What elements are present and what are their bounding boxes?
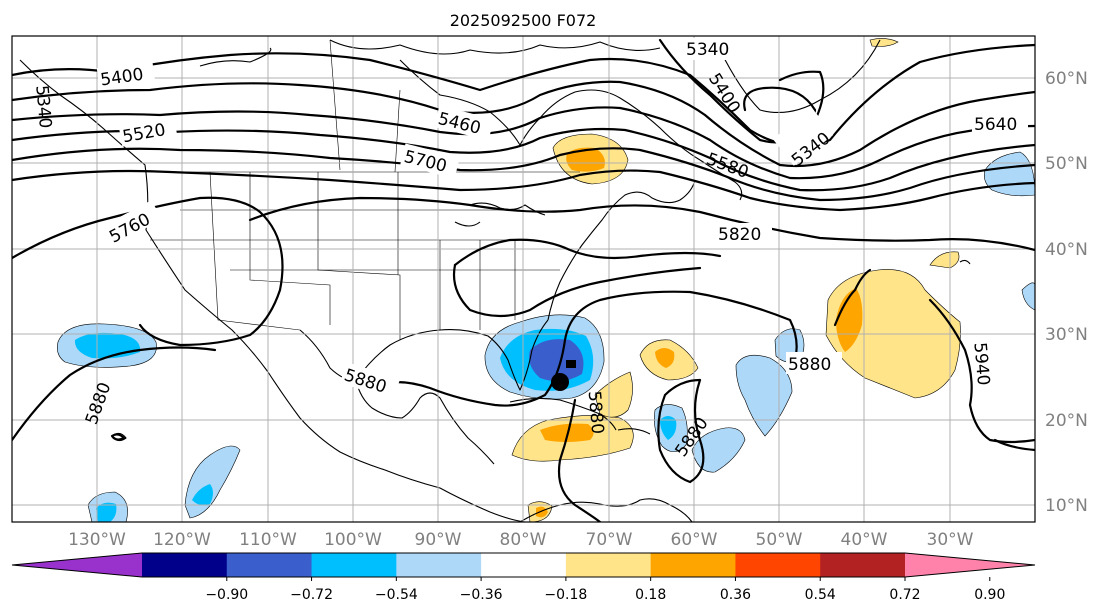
colorbar-extend-high — [905, 553, 1035, 577]
lon-label: 60°W — [671, 530, 718, 550]
colorbar-tick-label: −0.72 — [290, 587, 333, 603]
colorbar-segment — [396, 553, 482, 577]
colorbar-segment — [311, 553, 397, 577]
colorbar-tick-label: −0.36 — [460, 587, 503, 603]
colorbar-segment — [650, 553, 736, 577]
colorbar-tick-label: 0.72 — [889, 587, 920, 603]
map-frame — [11, 35, 1036, 523]
storm-center-marker — [551, 373, 569, 391]
lat-label: 50°N — [1045, 154, 1088, 174]
colorbar-tick-label: 0.54 — [805, 587, 836, 603]
colorbar-segment — [735, 553, 821, 577]
lon-label: 40°W — [841, 530, 888, 550]
map-title: 2025092500 F072 — [450, 11, 597, 30]
colorbar-segment — [481, 553, 567, 577]
state-borders — [148, 39, 580, 340]
lon-label: 110°W — [239, 530, 297, 550]
lat-label: 40°N — [1045, 240, 1088, 260]
colorbar-outline — [11, 552, 1036, 578]
colorbar: −0.90 −0.72 −0.54 −0.36 −0.18 0.18 0.36 0.54 0.7… — [11, 552, 1036, 603]
map-area — [12, 36, 1035, 522]
contour-label: 5880 — [584, 390, 608, 435]
anomaly-shading — [57, 38, 1035, 522]
colorbar-segment — [142, 553, 228, 577]
contour-label: 5880 — [788, 355, 831, 375]
contour-label: 5340 — [686, 40, 729, 60]
colorbar-extend-low — [12, 553, 142, 577]
contour-label: 5820 — [718, 225, 761, 245]
contour-label: 5340 — [31, 84, 55, 129]
colorbar-tick-label: −0.18 — [544, 587, 587, 603]
colorbar-segment — [226, 553, 313, 577]
lon-label: 50°W — [756, 530, 803, 550]
lon-label: 100°W — [324, 530, 382, 550]
lon-label: 120°W — [153, 530, 211, 550]
contour-label: 5640 — [974, 115, 1017, 135]
lon-label: 90°W — [415, 530, 462, 550]
colorbar-tick-label: 0.90 — [974, 587, 1005, 603]
lat-label: 10°N — [1045, 496, 1088, 516]
coastlines — [19, 39, 971, 522]
height-contours — [12, 38, 1035, 522]
colorbar-segment — [820, 553, 906, 577]
gridlines — [12, 36, 1035, 522]
colorbar-tick-label: −0.90 — [205, 587, 248, 603]
colorbar-segment — [565, 553, 652, 577]
lon-label: 70°W — [586, 530, 633, 550]
latitude-labels: 60°N 50°N 40°N 30°N 20°N 10°N — [1045, 69, 1088, 516]
lon-label: 80°W — [500, 530, 547, 550]
colorbar-tick-label: 0.18 — [635, 587, 666, 603]
lat-label: 30°N — [1045, 325, 1088, 345]
colorbar-tick-label: −0.54 — [375, 587, 418, 603]
lat-label: 20°N — [1045, 411, 1088, 431]
contour-label: 5940 — [969, 342, 993, 387]
lat-label: 60°N — [1045, 69, 1088, 89]
longitude-labels: 130°W 120°W 110°W 100°W 90°W 80°W 70°W 6… — [68, 530, 974, 550]
lon-label: 30°W — [927, 530, 974, 550]
lon-label: 130°W — [68, 530, 126, 550]
colorbar-tick-label: 0.36 — [720, 587, 751, 603]
contour-labels: 5340 5340 5340 5400 5400 5460 5520 5580 … — [31, 38, 1028, 461]
